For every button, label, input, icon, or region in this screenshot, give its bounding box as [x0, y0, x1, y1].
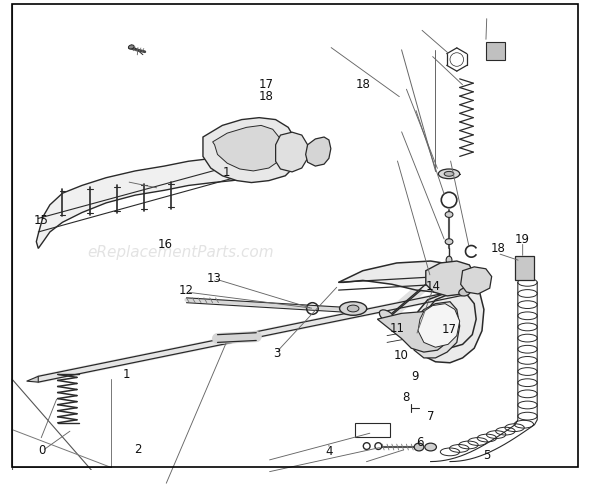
Text: 10: 10	[394, 349, 408, 362]
Text: 14: 14	[426, 280, 441, 292]
Text: 5: 5	[483, 449, 491, 462]
Ellipse shape	[340, 302, 367, 315]
Ellipse shape	[129, 45, 134, 49]
Text: 11: 11	[389, 322, 404, 335]
Text: 13: 13	[206, 272, 221, 285]
Text: 18: 18	[259, 90, 274, 103]
Text: 2: 2	[134, 443, 142, 456]
Ellipse shape	[438, 169, 460, 179]
Ellipse shape	[348, 305, 359, 312]
Text: 16: 16	[157, 238, 172, 251]
Text: 18: 18	[356, 78, 371, 91]
Text: 19: 19	[514, 233, 529, 246]
Text: 8: 8	[402, 391, 409, 404]
Text: 12: 12	[179, 284, 194, 297]
Text: 0: 0	[39, 444, 46, 457]
Polygon shape	[515, 256, 535, 280]
Polygon shape	[37, 154, 269, 248]
Polygon shape	[486, 42, 505, 60]
Text: 1: 1	[123, 368, 130, 381]
Text: 17: 17	[442, 323, 457, 336]
Ellipse shape	[445, 212, 453, 217]
Ellipse shape	[446, 256, 452, 264]
Polygon shape	[461, 267, 491, 294]
Polygon shape	[306, 137, 331, 166]
Polygon shape	[339, 261, 484, 363]
Text: 6: 6	[416, 436, 424, 449]
Text: 17: 17	[259, 78, 274, 91]
Polygon shape	[378, 311, 450, 352]
Ellipse shape	[425, 443, 437, 451]
Text: 3: 3	[273, 347, 280, 360]
Text: 15: 15	[33, 214, 48, 227]
Ellipse shape	[414, 443, 424, 451]
Text: 7: 7	[427, 410, 435, 424]
Polygon shape	[426, 261, 474, 296]
Polygon shape	[411, 302, 460, 358]
Ellipse shape	[445, 239, 453, 244]
Text: eReplacementParts.com: eReplacementParts.com	[87, 245, 274, 260]
Text: 1: 1	[222, 166, 230, 179]
Text: 18: 18	[490, 242, 506, 256]
Text: 4: 4	[326, 445, 333, 458]
Polygon shape	[276, 132, 307, 172]
Polygon shape	[418, 303, 460, 347]
Polygon shape	[203, 118, 298, 182]
Ellipse shape	[379, 310, 395, 323]
Polygon shape	[27, 377, 38, 382]
Ellipse shape	[444, 171, 454, 176]
Polygon shape	[212, 125, 283, 171]
Text: 9: 9	[411, 370, 419, 383]
Ellipse shape	[459, 288, 470, 296]
